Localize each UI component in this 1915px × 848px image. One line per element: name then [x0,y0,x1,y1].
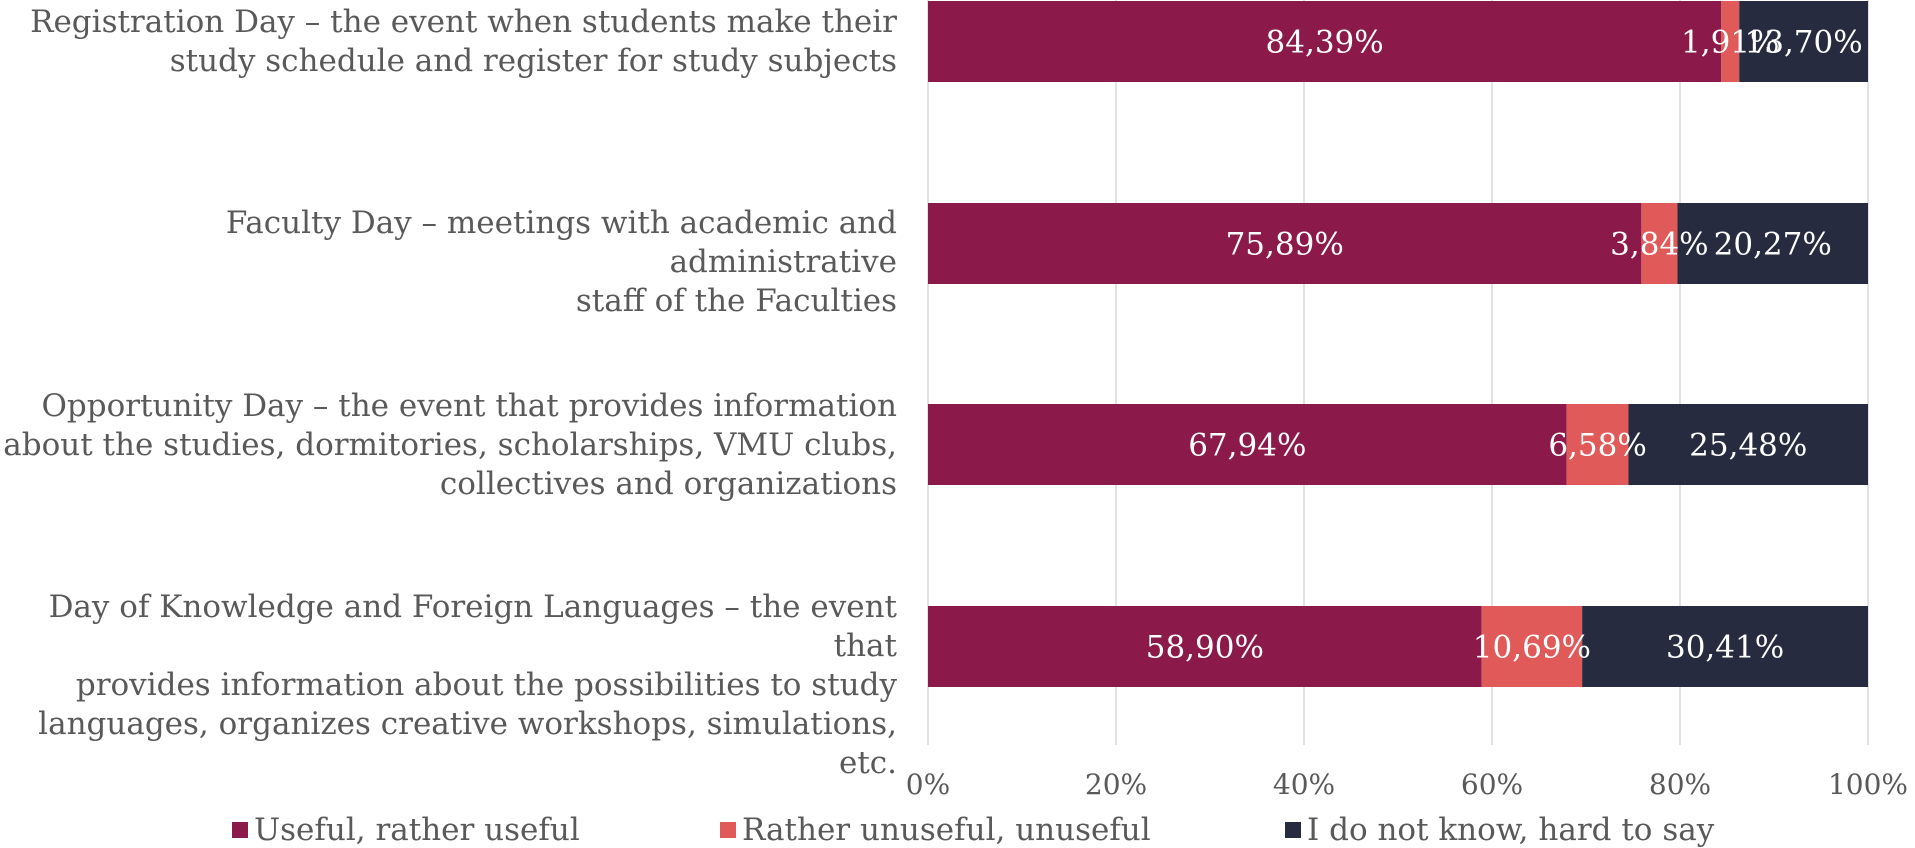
category-label: Faculty Day – meetings with academic and… [0,204,897,321]
data-label: 84,39% [1266,25,1384,61]
data-label: 20,27% [1714,227,1832,263]
category-label-line: Faculty Day – meetings with academic and… [225,205,897,280]
bar-segment [1721,1,1740,82]
category-label-line: Registration Day – the event when studen… [30,4,897,40]
bar-segment [1566,404,1629,485]
bar-segment [928,606,1482,687]
category-label-line: Opportunity Day – the event that provide… [41,387,897,424]
bar-segment [1677,203,1868,284]
x-tick-label: 100% [1827,768,1909,801]
category-label: Registration Day – the event when studen… [0,3,897,81]
bars [928,1,1868,687]
bar-segment [928,404,1567,485]
legend: Useful, rather useful Rather unuseful, un… [0,812,1915,848]
category-label-line: languages, organizes creative workshops,… [38,705,897,781]
category-label: Opportunity Day – the event that provide… [0,387,897,504]
x-tick-label: 40% [1272,768,1336,801]
legend-label: Useful, rather useful [254,812,580,848]
category-label-line: about the studies, dormitories, scholars… [3,426,897,463]
data-label: 13,70% [1745,25,1863,61]
x-tick-label: 80% [1648,768,1712,801]
data-label: 58,90% [1146,630,1264,666]
x-tick-label: 0% [905,768,951,801]
legend-item: Useful, rather useful [232,812,580,848]
data-label: 25,48% [1689,428,1807,464]
data-label: 6,58% [1548,428,1646,464]
legend-swatch [720,822,736,838]
legend-item: I do not know, hard to say [1285,812,1714,848]
bar-segment [1481,606,1583,687]
data-label: 67,94% [1188,428,1306,464]
data-label: 75,89% [1226,227,1344,263]
category-label-line: provides information about the possibili… [75,666,897,703]
category-label-line: study schedule and register for study su… [169,43,897,79]
data-labels: 84,39% 1,91%13,70% 75,89% 3,84% 20,27% 67,94%… [1146,25,1863,666]
legend-swatch [1285,822,1301,838]
bar-segment [928,1,1722,82]
data-label: 1,91% [1681,25,1779,61]
bar-segment [1628,404,1868,485]
legend-item: Rather unuseful, unuseful [720,812,1151,848]
data-label: 30,41% [1666,630,1784,666]
category-label-line: collectives and organizations [439,465,897,502]
legend-label: Rather unuseful, unuseful [742,812,1151,848]
x-tick-label: 20% [1084,768,1148,801]
category-label-line: staff of the Faculties [575,283,897,319]
category-label-line: Day of Knowledge and Foreign Languages –… [48,588,897,664]
bar-segment [1641,203,1678,284]
bar-segment [1739,1,1868,82]
legend-label: I do not know, hard to say [1307,812,1715,848]
bar-segment [928,203,1642,284]
x-tick-label: 60% [1460,768,1524,801]
data-label: 10,69% [1473,630,1591,666]
category-label: Day of Knowledge and Foreign Languages –… [0,588,897,783]
data-label: 3,84% [1610,227,1708,263]
bar-segment [1582,606,1868,687]
legend-swatch [232,822,248,838]
